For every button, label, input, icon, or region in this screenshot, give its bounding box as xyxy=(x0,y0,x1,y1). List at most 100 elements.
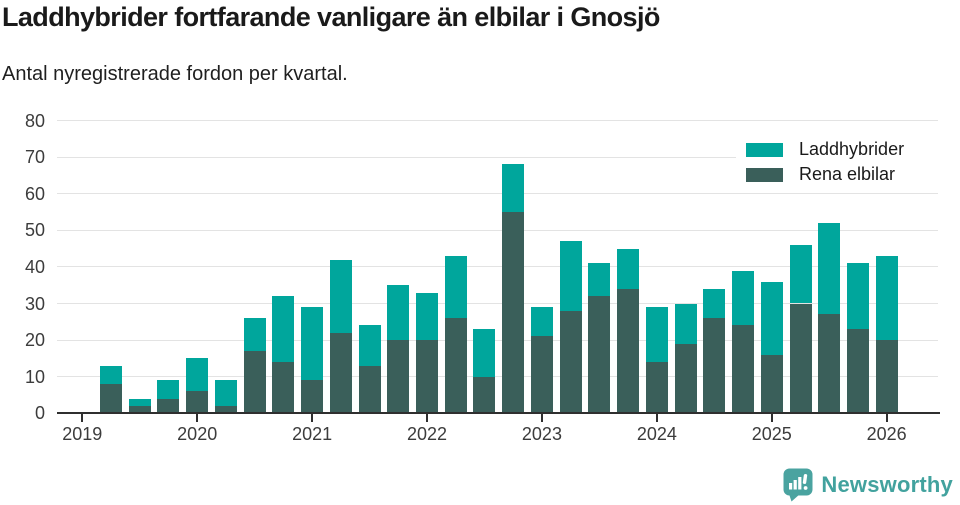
x-axis-tick xyxy=(426,414,429,423)
bar-segment-rena-elbilar xyxy=(444,318,467,414)
x-axis-tick xyxy=(81,414,84,423)
bar-segment-laddhybrider xyxy=(444,255,467,319)
bar-segment-rena-elbilar xyxy=(760,354,783,414)
bar-segment-laddhybrider xyxy=(157,380,180,399)
bar-segment-rena-elbilar xyxy=(128,405,151,414)
y-gridline xyxy=(57,376,938,378)
y-axis-tick-label: 70 xyxy=(24,147,45,168)
bar-segment-laddhybrider xyxy=(100,365,123,385)
x-axis-line xyxy=(57,412,940,415)
bar-segment-laddhybrider xyxy=(530,307,553,337)
legend-label-laddhybrider: Laddhybrider xyxy=(799,139,905,159)
bar-segment-laddhybrider xyxy=(358,325,381,366)
bar-segment-laddhybrider xyxy=(186,358,209,392)
x-axis-tick-label: 2019 xyxy=(62,424,103,445)
newsworthy-logo-icon xyxy=(783,468,813,502)
bar-segment-rena-elbilar xyxy=(387,340,410,414)
legend-item-laddhybrider: Laddhybrider xyxy=(746,137,958,162)
bar-segment-rena-elbilar xyxy=(301,380,324,414)
bar-segment-rena-elbilar xyxy=(272,362,295,414)
y-gridline xyxy=(57,266,938,268)
bar-segment-rena-elbilar xyxy=(875,340,898,414)
bar-segment-laddhybrider xyxy=(875,255,898,341)
bar-segment-laddhybrider xyxy=(732,270,755,326)
bar-segment-laddhybrider xyxy=(243,318,266,352)
brand-name: Newsworthy xyxy=(821,472,953,497)
bar-segment-laddhybrider xyxy=(703,288,726,319)
bar-segment-laddhybrider xyxy=(818,222,841,315)
x-axis-tick-label: 2024 xyxy=(636,424,677,445)
bar-segment-rena-elbilar xyxy=(559,310,582,414)
y-axis-tick-label: 80 xyxy=(24,110,45,131)
bar-segment-rena-elbilar xyxy=(789,303,812,414)
y-gridline xyxy=(57,339,938,341)
bar-segment-rena-elbilar xyxy=(358,365,381,414)
y-axis-tick-label: 60 xyxy=(24,183,45,204)
y-axis-tick-label: 0 xyxy=(34,403,45,424)
bar-segment-rena-elbilar xyxy=(416,340,439,414)
legend-swatch-laddhybrider xyxy=(746,142,783,157)
x-axis-tick xyxy=(196,414,199,423)
bar-segment-laddhybrider xyxy=(387,285,410,341)
y-gridline xyxy=(57,156,938,158)
x-axis-tick-label: 2023 xyxy=(521,424,562,445)
y-gridline xyxy=(57,193,938,195)
x-axis-tick-label: 2025 xyxy=(751,424,792,445)
bar-segment-rena-elbilar xyxy=(732,325,755,414)
bar-segment-laddhybrider xyxy=(645,307,668,363)
bar-segment-laddhybrider xyxy=(502,164,525,212)
bar-segment-laddhybrider xyxy=(329,259,352,333)
y-gridline xyxy=(57,303,938,304)
x-axis-tick xyxy=(885,414,888,423)
bar-segment-rena-elbilar xyxy=(588,296,611,414)
bar-segment-laddhybrider xyxy=(214,380,237,406)
bar-segment-rena-elbilar xyxy=(530,336,553,414)
bar-segment-laddhybrider xyxy=(674,303,697,344)
bar-segment-laddhybrider xyxy=(416,292,439,341)
brand-footer: Newsworthy xyxy=(783,468,953,502)
x-axis-tick xyxy=(655,414,658,423)
bar-segment-rena-elbilar xyxy=(674,343,697,414)
x-axis-tick-label: 2026 xyxy=(866,424,907,445)
y-axis-tick-label: 40 xyxy=(24,256,45,277)
bar-segment-rena-elbilar xyxy=(243,351,266,414)
bar-segment-laddhybrider xyxy=(272,296,295,363)
y-axis-tick-label: 20 xyxy=(24,330,45,351)
bar-segment-laddhybrider xyxy=(128,398,151,406)
chart-subtitle: Antal nyregistrerade fordon per kvartal. xyxy=(2,63,348,85)
bar-segment-laddhybrider xyxy=(617,248,640,289)
x-axis-tick-label: 2021 xyxy=(292,424,333,445)
x-axis-tick xyxy=(770,414,773,423)
y-axis-tick-label: 30 xyxy=(24,293,45,314)
bar-segment-rena-elbilar xyxy=(846,329,869,414)
bar-segment-laddhybrider xyxy=(760,281,783,355)
chart-legend: Laddhybrider Rena elbilar xyxy=(736,132,958,193)
y-gridline xyxy=(57,120,938,121)
x-axis-tick xyxy=(540,414,543,423)
bar-segment-rena-elbilar xyxy=(818,314,841,414)
bar-segment-rena-elbilar xyxy=(645,362,668,414)
bar-segment-laddhybrider xyxy=(846,263,869,330)
y-axis-tick-label: 50 xyxy=(24,220,45,241)
y-gridline xyxy=(57,229,938,231)
legend-swatch-rena-elbilar xyxy=(746,167,783,182)
bar-segment-rena-elbilar xyxy=(214,405,237,414)
bar-segment-rena-elbilar xyxy=(473,376,496,414)
chart-title: Laddhybrider fortfarande vanligare än el… xyxy=(2,2,660,32)
bar-segment-rena-elbilar xyxy=(502,212,525,414)
bar-segment-rena-elbilar xyxy=(703,318,726,414)
bar-segment-laddhybrider xyxy=(473,329,496,377)
bar-segment-rena-elbilar xyxy=(617,288,640,414)
bar-segment-rena-elbilar xyxy=(157,398,180,414)
x-axis-tick xyxy=(311,414,314,423)
bar-segment-rena-elbilar xyxy=(186,391,209,414)
bar-segment-laddhybrider xyxy=(789,244,812,304)
bar-segment-laddhybrider xyxy=(588,263,611,297)
x-axis-tick-label: 2022 xyxy=(407,424,448,445)
legend-label-rena-elbilar: Rena elbilar xyxy=(799,164,896,184)
bar-segment-laddhybrider xyxy=(301,307,324,381)
bar-segment-rena-elbilar xyxy=(329,332,352,414)
y-axis-tick-label: 10 xyxy=(24,366,45,387)
